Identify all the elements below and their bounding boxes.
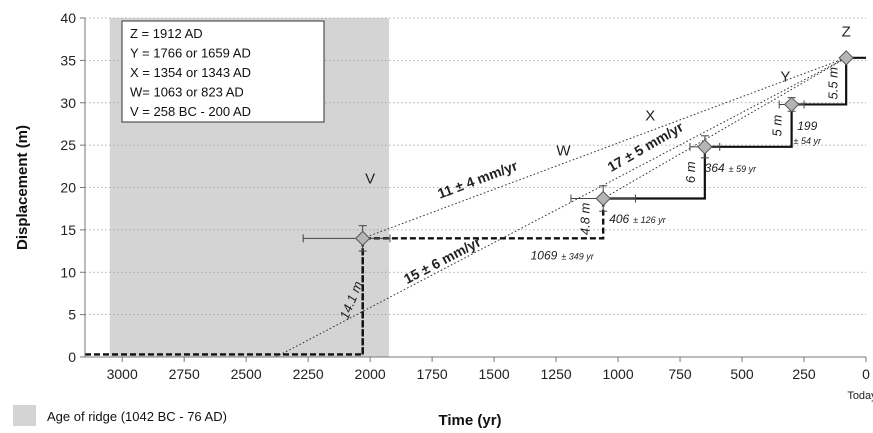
event-legend-item-0: Z = 1912 AD <box>130 26 203 41</box>
x-tick-label-2500: 2500 <box>231 366 262 382</box>
interval-value-3: 199 <box>797 119 817 133</box>
rate-line-2 <box>602 57 847 199</box>
event-legend-item-1: Y = 1766 or 1659 AD <box>130 46 251 61</box>
x-tick-label-2250: 2250 <box>293 366 324 382</box>
interval-unc-3: ± 54 yr <box>794 136 822 146</box>
interval-value-0: 1069 <box>531 249 558 263</box>
x-tick-label-0: 0 <box>862 366 870 382</box>
y-axis-title: Displacement (m) <box>14 125 31 250</box>
x-tick-label-1750: 1750 <box>417 366 448 382</box>
event-label-V: V <box>365 170 375 187</box>
y-tick-label-15: 15 <box>60 222 76 238</box>
x-tick-label-1000: 1000 <box>602 366 633 382</box>
interval-unc-2: ± 59 yr <box>729 164 757 174</box>
x-axis-title: Time (yr) <box>438 412 501 429</box>
rate-label-1: 15 ± 6 mm/yr <box>401 233 484 287</box>
event-legend-item-2: X = 1354 or 1343 AD <box>130 65 251 80</box>
y-tick-label-10: 10 <box>60 264 76 280</box>
event-label-Y: Y <box>780 69 790 86</box>
x-tick-label-2750: 2750 <box>169 366 200 382</box>
x-tick-label-500: 500 <box>730 366 754 382</box>
rate-line-1 <box>275 57 847 358</box>
y-tick-label-30: 30 <box>60 95 76 111</box>
ridge-legend-label: Age of ridge (1042 BC - 76 AD) <box>47 409 227 424</box>
y-tick-label-40: 40 <box>60 10 76 26</box>
y-tick-label-25: 25 <box>60 137 76 153</box>
event-label-X: X <box>645 108 655 125</box>
y-tick-label-5: 5 <box>68 307 76 323</box>
x-tick-label-3000: 3000 <box>107 366 138 382</box>
x-today-label: Today <box>847 390 873 402</box>
event-label-Z: Z <box>842 24 851 41</box>
x-tick-label-2000: 2000 <box>355 366 386 382</box>
displacement-step-solid <box>603 56 866 200</box>
interval-value-2: 364 <box>705 161 725 175</box>
offset-label-2: 6 m <box>683 161 698 183</box>
ridge-legend-swatch <box>13 405 36 426</box>
event-legend-item-4: V = 258 BC - 200 AD <box>130 104 251 119</box>
event-point-Z <box>838 50 854 66</box>
y-tick-label-0: 0 <box>68 349 76 365</box>
event-point-X <box>697 139 713 155</box>
interval-unc-0: ± 349 yr <box>561 252 594 262</box>
interval-unc-1: ± 126 yr <box>633 215 666 225</box>
x-tick-label-1250: 1250 <box>541 366 572 382</box>
event-point-Y <box>783 96 800 113</box>
event-point-V <box>354 230 371 247</box>
x-tick-label-250: 250 <box>792 366 816 382</box>
offset-label-3: 5 m <box>770 115 785 137</box>
offset-label-4: 5.5 m <box>825 67 840 100</box>
displacement-step-dashed <box>85 198 605 356</box>
rate-line-0 <box>362 57 847 239</box>
event-label-W: W <box>556 142 571 159</box>
rate-label-2: 17 ± 5 mm/yr <box>605 118 687 175</box>
y-tick-label-20: 20 <box>60 180 76 196</box>
x-tick-label-1500: 1500 <box>479 366 510 382</box>
x-tick-label-750: 750 <box>668 366 692 382</box>
event-legend-box <box>121 20 325 123</box>
interval-value-1: 406 <box>609 212 629 226</box>
y-tick-label-35: 35 <box>60 52 76 68</box>
event-point-W <box>595 190 611 207</box>
event-legend-item-3: W= 1063 or 823 AD <box>130 85 244 100</box>
offset-label-1: 4.8 m <box>578 202 593 235</box>
